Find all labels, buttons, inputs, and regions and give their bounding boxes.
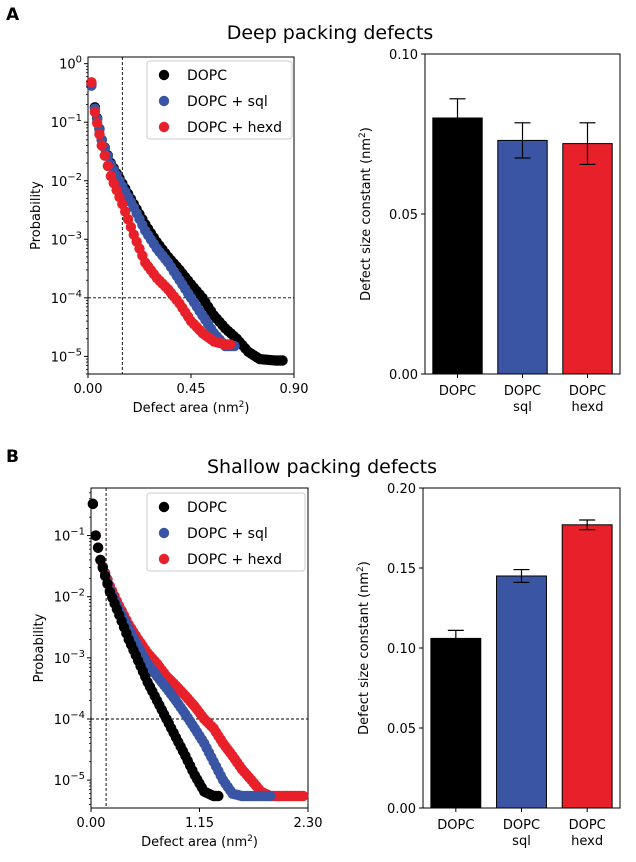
y-tick-label: 10−1 <box>54 527 85 545</box>
y-tick-label: 0.00 <box>389 368 418 383</box>
y-tick-label: 10−2 <box>51 172 82 190</box>
data-point <box>99 570 111 582</box>
legend-marker <box>158 121 170 133</box>
y-tick-label: 0.15 <box>387 562 416 577</box>
data-point <box>92 542 104 553</box>
legend-label: DOPC + hexd <box>187 552 282 568</box>
y-axis-label: Probability <box>29 181 44 250</box>
data-point <box>90 530 101 541</box>
category-label: DOPC hexd <box>569 384 606 415</box>
legend-label: DOPC + sql <box>187 94 268 110</box>
bar-chart-deep: DOPC DOPC sql DOPC hexd 0.00 0.05 0.10 Defect si… <box>358 48 621 415</box>
data-point <box>95 554 106 566</box>
data-point <box>87 498 99 510</box>
y-tick-label: 0.00 <box>387 802 416 817</box>
data-point <box>298 790 309 802</box>
data-point <box>277 355 288 366</box>
y-tick-label: 0.05 <box>389 208 418 223</box>
bar <box>561 524 613 809</box>
legend-label: DOPC <box>187 500 227 516</box>
bar <box>432 117 483 375</box>
y-tick-label: 10−5 <box>51 347 82 365</box>
legend: DOPC DOPC + sql DOPC + hexd <box>146 60 293 140</box>
x-tick-label: 0.90 <box>280 382 309 397</box>
x-tick-label: 0.00 <box>77 816 106 831</box>
x-tick-label: 1.15 <box>185 816 214 831</box>
data-point <box>102 160 114 172</box>
category-label: DOPC sql <box>503 818 540 849</box>
category-label: DOPC sql <box>504 384 541 415</box>
legend-label: DOPC <box>187 68 227 84</box>
y-tick-label: 10−2 <box>54 588 85 606</box>
bar <box>562 143 613 375</box>
y-tick-label: 10−3 <box>54 649 85 667</box>
data-point <box>224 339 236 350</box>
category-label: DOPC <box>437 818 474 833</box>
y-tick-label: 10−4 <box>54 710 85 728</box>
data-point <box>94 129 105 140</box>
data-point <box>99 150 110 161</box>
data-point <box>96 140 107 151</box>
legend-box <box>146 492 306 572</box>
category-label: DOPC <box>439 384 476 399</box>
bar <box>430 637 482 809</box>
bar <box>497 139 548 375</box>
legend-marker <box>158 527 170 539</box>
y-tick-label: 0.20 <box>387 482 416 497</box>
panel-b-letter: B <box>6 447 19 467</box>
x-tick-label: 0.45 <box>177 382 206 397</box>
panel-a-title: Deep packing defects <box>227 22 434 44</box>
x-tick-label: 0.00 <box>74 382 103 397</box>
legend-label: DOPC + sql <box>187 526 268 542</box>
category-label: DOPC hexd <box>569 818 606 849</box>
data-point <box>97 562 108 574</box>
data-point <box>89 106 101 118</box>
x-tick-label: 2.30 <box>294 816 323 831</box>
scatter-chart-shallow: 0.00 1.15 2.30 10−1 10−2 10−3 10−4 10−5 Defect a… <box>32 487 323 850</box>
x-axis-label: Defect area (nm2) <box>133 400 250 416</box>
data-point <box>213 790 224 802</box>
y-tick-label: 10−4 <box>51 289 82 307</box>
scatter-chart-deep: 0.00 0.45 0.90 100 10−1 10−2 10−3 10−4 10−5 Defec… <box>29 55 308 416</box>
data-point <box>86 77 97 88</box>
y-tick-label: 100 <box>59 55 82 73</box>
panel-a-letter: A <box>6 5 20 25</box>
y-tick-label: 0.10 <box>389 48 418 63</box>
y-axis-label: Defect size constant (nm2) <box>356 561 372 735</box>
legend-marker <box>158 69 170 81</box>
y-tick-label: 10−3 <box>51 230 82 248</box>
bar-chart-shallow: DOPC DOPC sql DOPC hexd 0.00 0.05 0.10 0.15 0.20 D… <box>356 482 621 849</box>
y-tick-label: 0.10 <box>387 642 416 657</box>
panel-b-title: Shallow packing defects <box>207 456 437 478</box>
legend: DOPC DOPC + sql DOPC + hexd <box>146 492 306 572</box>
bar <box>496 575 547 809</box>
y-tick-label: 0.05 <box>387 722 416 737</box>
y-axis-label: Probability <box>32 613 47 682</box>
legend-marker <box>158 95 170 107</box>
x-axis-label: Defect area (nm2) <box>141 834 258 850</box>
data-point <box>102 578 113 590</box>
legend-label: DOPC + hexd <box>187 120 282 136</box>
data-point <box>91 117 103 129</box>
y-tick-label: 10−1 <box>51 113 82 131</box>
legend-box <box>146 60 293 140</box>
legend-marker <box>158 501 170 513</box>
y-tick-label: 10−5 <box>54 771 85 789</box>
y-axis-label: Defect size constant (nm2) <box>358 127 374 301</box>
data-point <box>265 790 276 802</box>
legend-marker <box>158 553 170 565</box>
